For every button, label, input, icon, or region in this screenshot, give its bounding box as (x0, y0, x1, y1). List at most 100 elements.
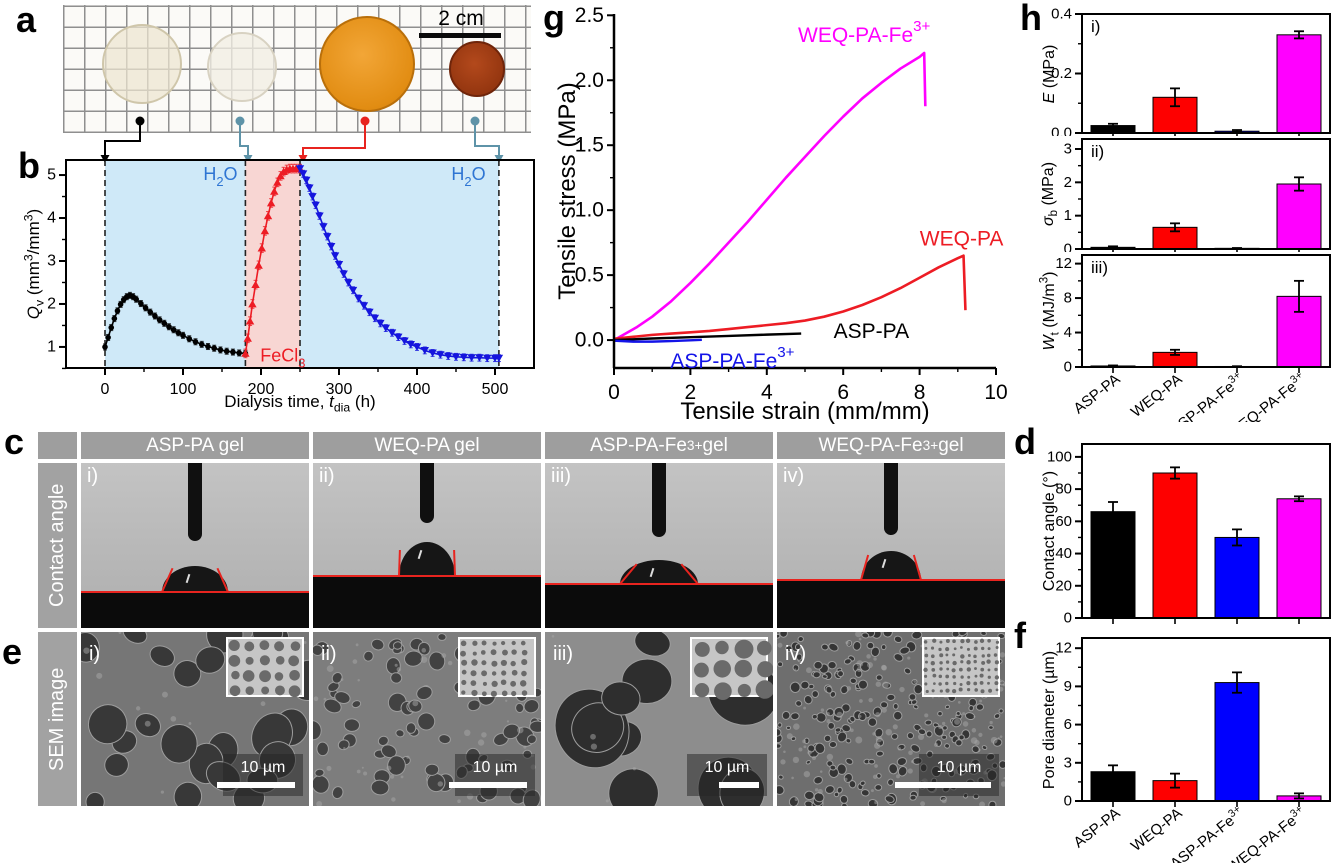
texture-speck (896, 774, 900, 779)
texture-speck (316, 801, 323, 806)
subpanel-tag: iv) (783, 465, 805, 487)
pore (828, 642, 839, 652)
y-tick-label: 0 (1064, 241, 1072, 253)
category-label: WEQ-PA (1128, 371, 1186, 421)
inset-pore-dot (981, 654, 985, 658)
y-tick-label: 5 (47, 167, 56, 184)
curve-label: WEQ-PA-Fe3+ (798, 18, 931, 47)
pore (909, 794, 917, 801)
inset-pore-dot (470, 670, 477, 677)
inset-pore-dot (501, 640, 506, 646)
pore (975, 703, 985, 711)
texture-speck (437, 781, 444, 787)
marker (117, 301, 124, 308)
inset-pore-dot (481, 640, 487, 646)
inset-pore-dot (244, 641, 255, 652)
inset-pore-dot (966, 681, 971, 686)
inset-pore-dot (923, 667, 928, 673)
h_ii-plot-svg: 0 1 2 3 ii) (1064, 138, 1331, 253)
marker (245, 317, 255, 325)
inset-pore-dot (958, 687, 963, 692)
pore (523, 699, 540, 714)
pore (777, 661, 784, 668)
pore (837, 670, 844, 678)
inset-pore-dot (973, 659, 977, 664)
pore (998, 708, 1004, 714)
inset-pore-dot (980, 689, 985, 694)
plot-frame (1081, 637, 1331, 802)
texture-speck (793, 723, 800, 730)
inset-pore-dot (945, 688, 950, 693)
contact-baseline (777, 579, 1005, 581)
texture-speck (783, 750, 786, 753)
inset-pore-dot (980, 646, 985, 651)
gel-disc-2 (207, 32, 277, 102)
marker (192, 338, 199, 345)
inset-pore-dot (734, 639, 754, 659)
subpanel-tag: ii) (1091, 142, 1104, 161)
pore (849, 677, 857, 684)
pore (104, 753, 129, 777)
inset-pore-dot (521, 649, 528, 656)
pore (845, 757, 854, 765)
texture-speck (361, 766, 364, 769)
inset-pore-dot (938, 674, 943, 679)
gel-substrate (545, 584, 773, 628)
inset-pore-dot (288, 685, 301, 698)
texture-speck (920, 801, 926, 806)
curve-label: WEQ-PA (920, 227, 1004, 250)
connector-line (104, 121, 141, 156)
pore (428, 651, 446, 671)
panel-a-photo: 2 cm (63, 5, 531, 133)
inset-pore-dot (521, 690, 528, 696)
y-tick-label: 3 (1064, 141, 1072, 158)
inset-pore-dot (491, 680, 498, 688)
texture-speck (962, 712, 966, 716)
marker (152, 313, 158, 319)
marker (370, 314, 380, 323)
pore (313, 720, 322, 741)
y-axis-label: Tensile stress (MPa) (554, 82, 581, 300)
pore (845, 738, 852, 744)
texture-speck (892, 724, 898, 730)
marker (217, 347, 224, 353)
scale-bar-label: 2 cm (438, 7, 484, 30)
texture-speck (161, 691, 168, 698)
marker (170, 326, 177, 333)
inset-pore-dot (980, 667, 985, 672)
y-tick-label: 0.0 (1051, 125, 1072, 137)
texture-speck (170, 715, 177, 722)
plot-frame (1081, 13, 1331, 134)
h_i-plot-svg: 0.0 0.2 0.4 i) (1051, 8, 1331, 137)
table-corner-cell (38, 432, 77, 459)
pore (988, 725, 994, 730)
pore (884, 795, 895, 803)
dosing-needle (420, 463, 434, 523)
inset-pore-dot (510, 660, 516, 667)
inset-pore-dot (967, 675, 971, 679)
inset-pore-dot (694, 641, 710, 657)
pore (777, 743, 782, 749)
pore (912, 704, 919, 710)
texture-speck (999, 680, 1004, 686)
texture-speck (343, 746, 346, 750)
contact-angle-image-asp-pa-fe3: iii) (545, 463, 773, 628)
texture-speck (989, 720, 993, 725)
series-ASP-PA-Fe3+ (613, 338, 702, 343)
inset-pore-dot (734, 659, 753, 678)
plot-frame (1081, 443, 1331, 619)
y-tick-label: 1.0 (575, 199, 604, 222)
sem-image-weq-pa: 10 µm ii) (313, 632, 541, 806)
panel-f-pore-diameter-chart: ASP-PA WEQ-PA ASP-PA-Fe3+ WEQ-PA-Fe3+ 0 3 6 9 12… (1038, 630, 1338, 863)
marker (483, 354, 492, 363)
pore (385, 657, 401, 675)
pore (896, 757, 907, 767)
pore (85, 791, 105, 806)
y-tick-label: 40 (1055, 545, 1072, 562)
x-tick-label: 4 (761, 381, 773, 404)
inset-pore-dot (953, 647, 957, 651)
inset-pore-dot (511, 640, 516, 646)
marker (230, 349, 236, 355)
texture-speck (882, 681, 889, 689)
